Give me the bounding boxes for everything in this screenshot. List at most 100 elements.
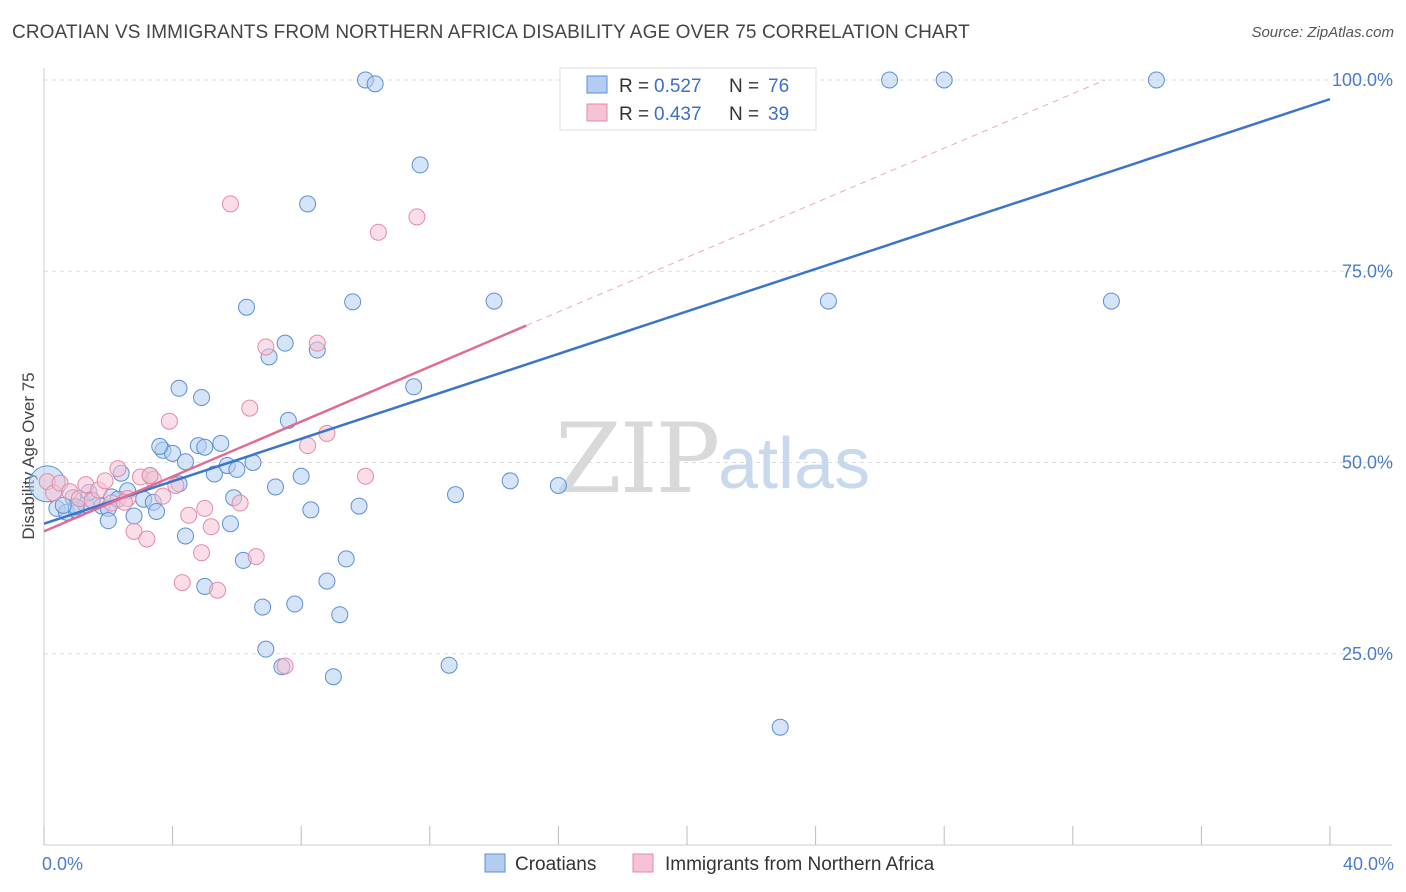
northern-africa-point-20 xyxy=(193,544,211,562)
croatians-point-27 xyxy=(221,515,239,533)
northern-africa-point-28 xyxy=(276,657,294,675)
y-axis-title: Disability Age Over 75 xyxy=(19,372,38,539)
northern-africa-point-29 xyxy=(299,437,317,455)
northern-africa-point-16 xyxy=(154,487,172,505)
croatians-point-75 xyxy=(331,606,349,624)
bottom-legend-swatch-northern-africa xyxy=(632,853,654,873)
northern-africa-point-25 xyxy=(241,399,259,417)
northern-africa-point-34 xyxy=(408,208,426,226)
croatians-point-66 xyxy=(257,640,275,658)
legend-n-value-2: 39 xyxy=(768,104,789,125)
croatians-point-25 xyxy=(212,434,230,452)
croatians-point-28 xyxy=(228,460,246,478)
watermark: ZIP atlas xyxy=(555,403,870,515)
croatians-point-31 xyxy=(254,598,272,616)
northern-africa-point-24 xyxy=(231,494,249,512)
legend-swatch-northern-africa xyxy=(586,103,608,122)
croatians-point-52 xyxy=(771,718,789,736)
croatians-point-42 xyxy=(344,293,362,311)
northern-africa-point-26 xyxy=(247,548,265,566)
bottom-legend-swatch-croatians xyxy=(484,853,506,873)
northern-africa-point-12 xyxy=(125,522,143,540)
northern-africa-point-38 xyxy=(196,499,214,517)
series-northern-africa-points xyxy=(38,195,426,675)
croatians-point-16 xyxy=(148,502,166,520)
croatians-point-62 xyxy=(170,379,188,397)
legend-box: R = 0.527 N = 76 R = 0.437 N = 39 xyxy=(559,67,817,131)
northern-africa-point-35 xyxy=(141,467,159,485)
watermark-zip: ZIP xyxy=(555,403,718,515)
croatians-point-50 xyxy=(501,472,519,490)
croatians-point-41 xyxy=(337,550,355,568)
northern-africa-point-17 xyxy=(160,412,178,430)
legend-r-value-2: 0.437 xyxy=(654,104,702,125)
northern-africa-point-22 xyxy=(209,581,227,599)
legend-swatch-croatians xyxy=(586,75,608,94)
northern-africa-point-21 xyxy=(202,518,220,536)
croatians-point-57 xyxy=(1102,292,1120,310)
x-tick-labels: 0.0% 40.0% xyxy=(42,854,1394,874)
croatians-point-47 xyxy=(440,656,458,674)
trendline-1 xyxy=(43,324,527,533)
croatians-point-46 xyxy=(405,378,423,396)
chart-title: CROATIAN VS IMMIGRANTS FROM NORTHERN AFR… xyxy=(12,22,970,43)
croatians-point-43 xyxy=(350,497,368,515)
legend-r-label-2: R = xyxy=(619,104,649,125)
northern-africa-point-8 xyxy=(96,472,114,490)
croatians-point-55 xyxy=(881,71,899,89)
northern-africa-point-14 xyxy=(138,530,156,548)
croatians-point-56 xyxy=(935,71,953,89)
croatians-point-45 xyxy=(411,156,429,174)
bottom-legend-label-northern-africa: Immigrants from Northern Africa xyxy=(665,854,935,875)
y-tick-label-1: 50.0% xyxy=(1342,453,1393,473)
legend-n-value-1: 76 xyxy=(768,76,789,97)
trendline-0 xyxy=(43,97,1331,525)
croatians-point-33 xyxy=(266,478,284,496)
croatians-point-23 xyxy=(196,438,214,456)
legend-n-label-1: N = xyxy=(729,76,759,97)
y-tick-labels: 25.0% 50.0% 75.0% 100.0% xyxy=(1332,70,1393,664)
y-tick-label-0: 25.0% xyxy=(1342,644,1393,664)
northern-africa-point-30 xyxy=(308,334,326,352)
northern-africa-point-32 xyxy=(357,467,374,485)
croatians-point-70 xyxy=(54,496,72,514)
croatians-point-68 xyxy=(99,512,117,530)
croatians-point-54 xyxy=(819,292,837,310)
watermark-atlas: atlas xyxy=(718,424,870,504)
northern-africa-point-27 xyxy=(257,338,275,356)
northern-africa-point-18 xyxy=(173,574,191,592)
legend-r-value-1: 0.527 xyxy=(654,76,702,97)
croatians-point-59 xyxy=(366,75,384,93)
croatians-point-12 xyxy=(125,507,143,525)
bottom-legend: Croatians Immigrants from Northern Afric… xyxy=(484,853,935,875)
northern-africa-point-23 xyxy=(221,195,239,213)
trendlines xyxy=(43,79,1331,533)
northern-africa-point-19 xyxy=(180,506,198,524)
x-axis xyxy=(43,68,1392,846)
croatians-point-60 xyxy=(276,334,294,352)
bottom-legend-label-croatians: Croatians xyxy=(515,854,596,875)
x-tick-label-0: 0.0% xyxy=(42,854,83,874)
chart-source: Source: ZipAtlas.com xyxy=(1251,24,1394,41)
croatians-point-49 xyxy=(485,292,503,310)
croatians-point-40 xyxy=(324,668,342,686)
croatians-point-67 xyxy=(151,437,169,455)
y-tick-label-2: 75.0% xyxy=(1342,261,1393,281)
croatians-point-22 xyxy=(193,388,211,406)
croatians-point-58 xyxy=(1147,71,1165,89)
northern-africa-point-33 xyxy=(369,223,387,241)
croatians-point-36 xyxy=(292,467,310,485)
croatians-point-51 xyxy=(549,476,567,494)
trendline-2 xyxy=(526,79,1106,327)
x-tick-label-1: 40.0% xyxy=(1343,854,1394,874)
y-tick-label-3: 100.0% xyxy=(1332,70,1393,90)
croatians-point-64 xyxy=(299,195,317,213)
croatians-point-39 xyxy=(318,572,336,590)
croatians-point-73 xyxy=(176,527,194,545)
croatians-point-48 xyxy=(447,486,465,504)
legend-r-label-1: R = xyxy=(619,76,649,97)
northern-africa-point-10 xyxy=(109,460,127,478)
croatians-point-35 xyxy=(286,595,304,613)
legend-n-label-2: N = xyxy=(729,104,759,125)
